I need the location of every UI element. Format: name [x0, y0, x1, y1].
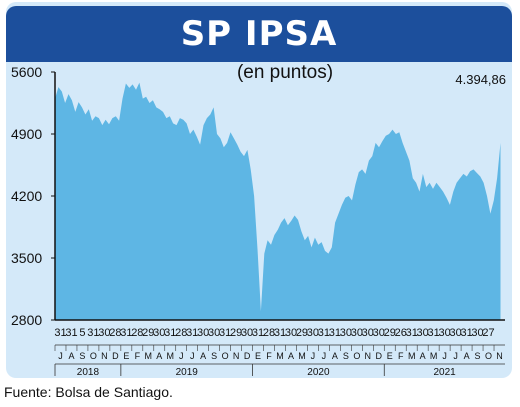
month-label: A [68, 351, 74, 361]
month-label: N [101, 351, 108, 361]
month-label: M [430, 351, 438, 361]
day-label: 31 [219, 327, 231, 339]
day-label: 31 [87, 327, 99, 339]
month-label: F [398, 351, 404, 361]
month-label: J [190, 351, 195, 361]
day-label: 31 [318, 327, 330, 339]
source-note: Fuente: Bolsa de Santiago. [4, 384, 173, 400]
day-label: 31 [329, 327, 341, 339]
day-label: 30 [241, 327, 253, 339]
day-label: 28 [175, 327, 187, 339]
day-label: 30 [153, 327, 165, 339]
month-label: O [353, 351, 360, 361]
month-label: J [58, 351, 63, 361]
month-label: M [298, 351, 306, 361]
month-label: D [244, 351, 251, 361]
year-label: 2021 [434, 367, 457, 378]
month-label: S [475, 351, 481, 361]
day-label: 31 [120, 327, 132, 339]
month-label: F [135, 351, 141, 361]
month-label: M [166, 351, 174, 361]
month-label: J [442, 351, 447, 361]
day-label: 29 [230, 327, 242, 339]
month-label: J [311, 351, 316, 361]
day-label: 31 [252, 327, 264, 339]
day-label: 5 [79, 327, 85, 339]
y-tick-label: 3500 [11, 250, 42, 266]
day-label: 30 [197, 327, 209, 339]
day-label: 30 [340, 327, 352, 339]
day-label: 30 [351, 327, 363, 339]
month-label: E [387, 351, 393, 361]
month-label: O [222, 351, 229, 361]
y-tick-label: 4900 [11, 126, 42, 142]
chart-subtitle: (en puntos) [236, 62, 334, 83]
day-label: 27 [482, 327, 494, 339]
month-label: S [211, 351, 217, 361]
month-label: J [453, 351, 458, 361]
day-label: 29 [384, 327, 396, 339]
day-label: 31 [460, 327, 472, 339]
month-label: M [276, 351, 284, 361]
day-label: 30 [439, 327, 451, 339]
day-label: 30 [98, 327, 110, 339]
month-label: O [485, 351, 492, 361]
day-label: 31 [406, 327, 418, 339]
month-label: D [376, 351, 383, 361]
day-label: 30 [285, 327, 297, 339]
day-label: 30 [307, 327, 319, 339]
chart-title: SP IPSA [180, 14, 338, 54]
day-label: 31 [164, 327, 176, 339]
day-label: 28 [131, 327, 143, 339]
month-label: N [496, 351, 503, 361]
month-label: F [266, 351, 272, 361]
month-label: M [145, 351, 153, 361]
y-tick-label: 2800 [11, 312, 42, 328]
month-label: J [322, 351, 327, 361]
day-label: 31 [186, 327, 198, 339]
day-label: 31 [65, 327, 77, 339]
month-label: O [90, 351, 97, 361]
day-label: 26 [395, 327, 407, 339]
title-banner: SP IPSA [6, 6, 512, 62]
year-label: 2020 [307, 367, 330, 378]
y-tick-label: 4200 [11, 188, 42, 204]
day-label: 30 [471, 327, 483, 339]
month-label: A [200, 351, 206, 361]
last-value-label: 4.394,86 [455, 72, 506, 87]
month-label: S [79, 351, 85, 361]
day-label: 28 [109, 327, 121, 339]
month-label: A [156, 351, 162, 361]
month-label: J [179, 351, 184, 361]
year-label: 2018 [77, 367, 100, 378]
day-label: 30 [362, 327, 374, 339]
day-label: 29 [296, 327, 308, 339]
day-label: 30 [449, 327, 461, 339]
day-label: 31 [54, 327, 66, 339]
day-label: 30 [373, 327, 385, 339]
day-label: 30 [208, 327, 220, 339]
month-label: N [365, 351, 372, 361]
month-label: E [255, 351, 261, 361]
month-label: A [420, 351, 426, 361]
y-tick-label: 5600 [11, 64, 42, 80]
chart-svg: 5600 4900 4200 3500 2800 31 J 31 A 5 S 31 O 30 N 28 D 31 E… [11, 64, 505, 378]
day-label: 31 [274, 327, 286, 339]
month-label: S [343, 351, 349, 361]
day-label: 30 [417, 327, 429, 339]
day-label: 29 [142, 327, 154, 339]
month-label: E [123, 351, 129, 361]
month-label: D [112, 351, 119, 361]
month-label: A [464, 351, 470, 361]
month-label: N [233, 351, 240, 361]
month-label: A [288, 351, 294, 361]
day-label: 31 [428, 327, 440, 339]
month-label: A [332, 351, 338, 361]
month-label: M [408, 351, 416, 361]
day-label: 28 [263, 327, 275, 339]
area-series [55, 82, 501, 320]
year-label: 2019 [176, 367, 199, 378]
